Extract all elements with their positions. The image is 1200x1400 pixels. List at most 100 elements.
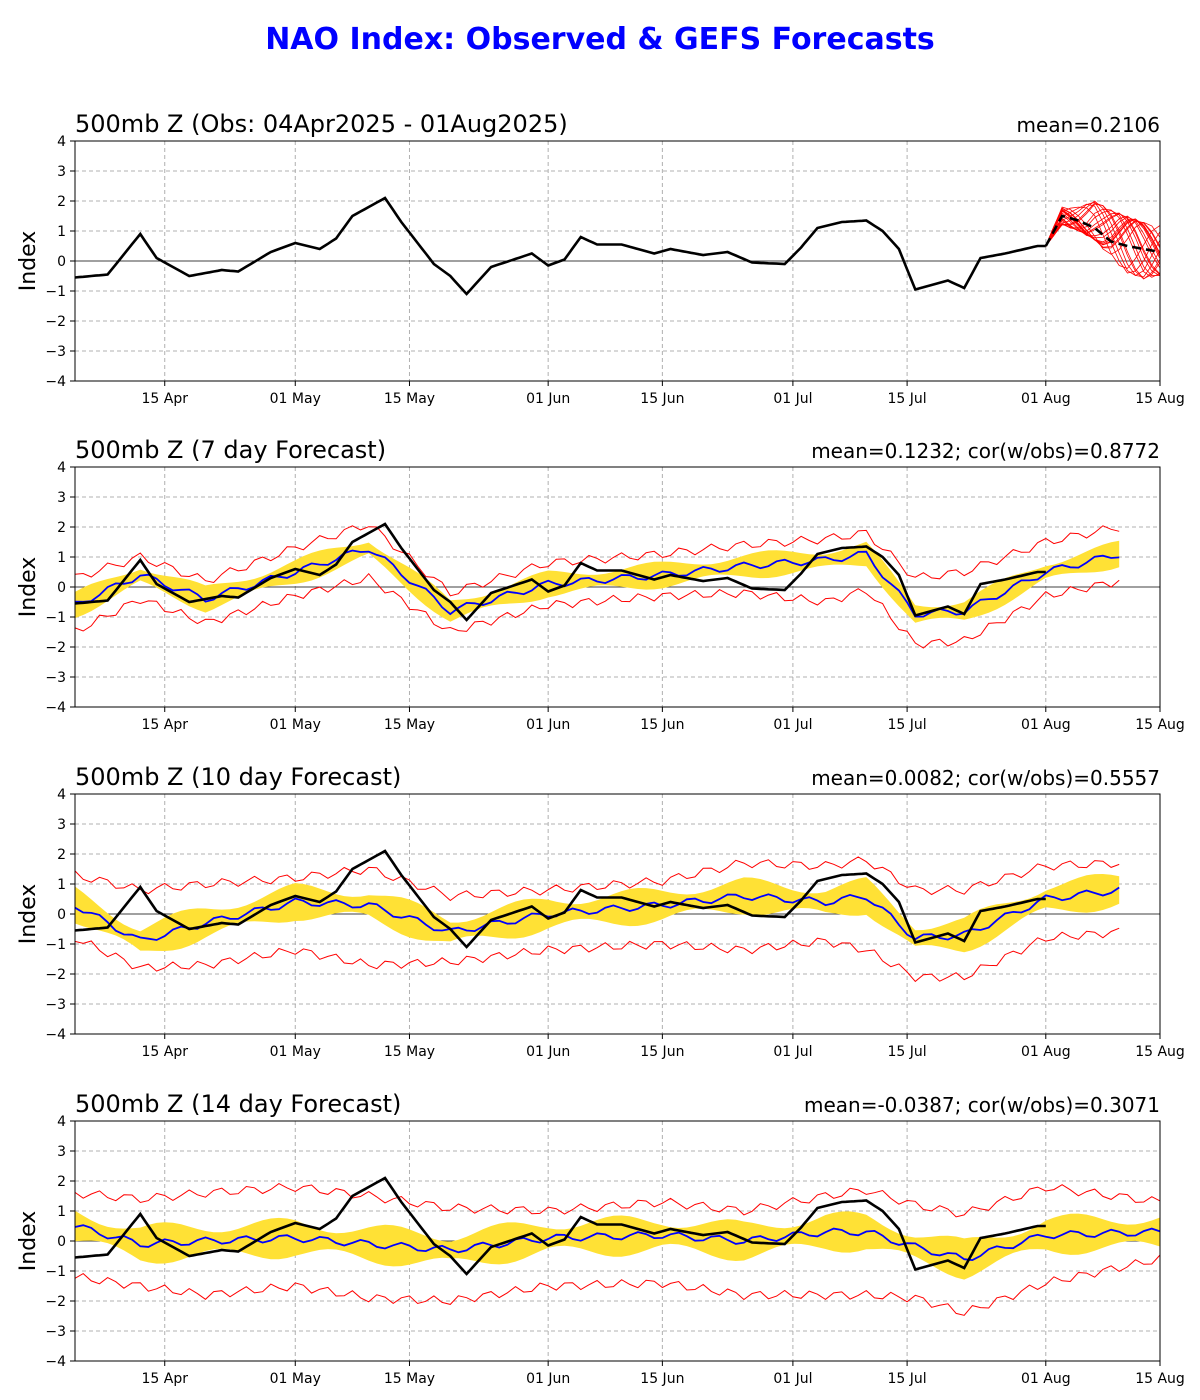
- ensemble-member-line: [1045, 210, 1161, 259]
- axes-frame: [74, 140, 1161, 382]
- x-tick-label: 15 May: [384, 1044, 435, 1060]
- x-tick-label: 15 Jun: [640, 717, 684, 733]
- y-tick-label: 1: [57, 224, 66, 240]
- panel-stats: mean=0.1232; cor(w/obs)=0.8772: [811, 439, 1160, 463]
- x-tick-label: 15 Jul: [888, 1371, 927, 1387]
- panel-stats: mean=-0.0387; cor(w/obs)=0.3071: [804, 1093, 1160, 1117]
- y-tick-label: −3: [45, 997, 66, 1013]
- x-tick-label: 15 May: [384, 1371, 435, 1387]
- axes-frame: [74, 466, 1161, 708]
- ensemble-min-line: [74, 1254, 1161, 1316]
- ensemble-min-line: [74, 572, 1120, 649]
- x-tick-label: 01 Jul: [773, 1044, 812, 1060]
- y-tick-label: −2: [45, 967, 66, 983]
- y-axis-label: Index: [16, 557, 41, 618]
- ensemble-member-line: [1045, 212, 1161, 265]
- x-tick-label: 01 Jul: [773, 717, 812, 733]
- y-tick-label: −1: [45, 284, 66, 300]
- x-tick-label: 15 Jul: [888, 391, 927, 407]
- x-tick-label: 01 Jun: [526, 1044, 570, 1060]
- spread-band: [75, 1210, 1160, 1280]
- y-tick-label: 3: [57, 1144, 66, 1160]
- x-tick-label: 01 Jun: [526, 391, 570, 407]
- panel-4: 500mb Z (14 day Forecast) mean=-0.0387; c…: [16, 1090, 1185, 1387]
- y-tick-label: 2: [57, 194, 66, 210]
- ensemble-member-line: [1045, 213, 1161, 275]
- observed-line: [74, 196, 1046, 296]
- y-tick-label: −4: [45, 1354, 66, 1370]
- panel-title: 500mb Z (14 day Forecast): [75, 1090, 401, 1118]
- y-tick-label: −3: [45, 344, 66, 360]
- y-tick-label: 0: [57, 254, 66, 270]
- x-tick-label: 01 May: [270, 391, 321, 407]
- observed-line: [74, 849, 1046, 949]
- x-tick-label: 15 Jul: [888, 1044, 927, 1060]
- x-tick-label: 15 Aug: [1135, 391, 1185, 407]
- x-tick-label: 15 Jul: [888, 717, 927, 733]
- x-tick-label: 15 Jun: [640, 1044, 684, 1060]
- panel-3: 500mb Z (10 day Forecast) mean=0.0082; co…: [16, 763, 1185, 1060]
- axes-frame: [74, 1120, 1161, 1362]
- y-axis-label: Index: [16, 231, 41, 292]
- axes-frame: [74, 793, 1161, 1035]
- y-tick-label: 3: [57, 817, 66, 833]
- y-tick-label: 3: [57, 164, 66, 180]
- x-tick-label: 15 Apr: [141, 1371, 188, 1387]
- y-tick-label: 4: [57, 134, 66, 150]
- x-tick-label: 01 Jul: [773, 391, 812, 407]
- y-tick-label: 0: [57, 907, 66, 923]
- ensemble-mean-line: [74, 886, 1120, 941]
- ensemble-member-line: [1045, 206, 1161, 269]
- ensemble-member-line: [1045, 212, 1161, 277]
- x-tick-label: 01 Aug: [1021, 391, 1071, 407]
- panel-title: 500mb Z (7 day Forecast): [75, 436, 386, 464]
- ensemble-member-line: [1045, 208, 1161, 278]
- x-tick-label: 01 May: [270, 1044, 321, 1060]
- y-tick-label: −2: [45, 314, 66, 330]
- ensemble-min-line: [74, 927, 1120, 983]
- x-tick-label: 01 Aug: [1021, 717, 1071, 733]
- ensemble-max-line: [74, 525, 1120, 597]
- y-tick-label: 1: [57, 1204, 66, 1220]
- x-tick-label: 01 May: [270, 717, 321, 733]
- y-tick-label: 2: [57, 1174, 66, 1190]
- panel-stats: mean=0.2106: [1017, 113, 1160, 137]
- x-tick-label: 15 May: [384, 391, 435, 407]
- y-tick-label: −2: [45, 1294, 66, 1310]
- y-tick-label: −4: [45, 374, 66, 390]
- y-tick-label: −4: [45, 700, 66, 716]
- y-tick-label: −1: [45, 610, 66, 626]
- x-tick-label: 15 May: [384, 717, 435, 733]
- observed-line: [74, 1176, 1046, 1276]
- ensemble-member-line: [1045, 209, 1161, 257]
- y-tick-label: 2: [57, 520, 66, 536]
- y-tick-label: 4: [57, 1114, 66, 1130]
- ensemble-member-line: [1045, 210, 1161, 277]
- x-tick-label: 01 May: [270, 1371, 321, 1387]
- forecast-mean-line: [1044, 214, 1161, 254]
- y-tick-label: −2: [45, 640, 66, 656]
- y-tick-label: 1: [57, 550, 66, 566]
- y-tick-label: 2: [57, 847, 66, 863]
- x-tick-label: 15 Apr: [141, 1044, 188, 1060]
- y-tick-label: 0: [57, 1234, 66, 1250]
- panel-stats: mean=0.0082; cor(w/obs)=0.5557: [811, 766, 1160, 790]
- y-axis-label: Index: [16, 1211, 41, 1272]
- x-tick-label: 15 Jun: [640, 1371, 684, 1387]
- y-tick-label: −4: [45, 1027, 66, 1043]
- ensemble-max-line: [74, 1183, 1161, 1218]
- y-tick-label: −3: [45, 1324, 66, 1340]
- ensemble-member-line: [1045, 200, 1161, 278]
- panel-1: 500mb Z (Obs: 04Apr2025 - 01Aug2025) mean…: [16, 110, 1185, 407]
- x-tick-label: 15 Aug: [1135, 1371, 1185, 1387]
- ensemble-member-line: [1045, 209, 1161, 255]
- x-tick-label: 01 Jun: [526, 717, 570, 733]
- panel-title: 500mb Z (10 day Forecast): [75, 763, 401, 791]
- observed-line: [74, 522, 1046, 622]
- panel-title: 500mb Z (Obs: 04Apr2025 - 01Aug2025): [75, 110, 568, 138]
- y-axis-label: Index: [16, 884, 41, 945]
- ensemble-max-line: [74, 856, 1120, 902]
- panel-2: 500mb Z (7 day Forecast) mean=0.1232; cor…: [16, 436, 1185, 733]
